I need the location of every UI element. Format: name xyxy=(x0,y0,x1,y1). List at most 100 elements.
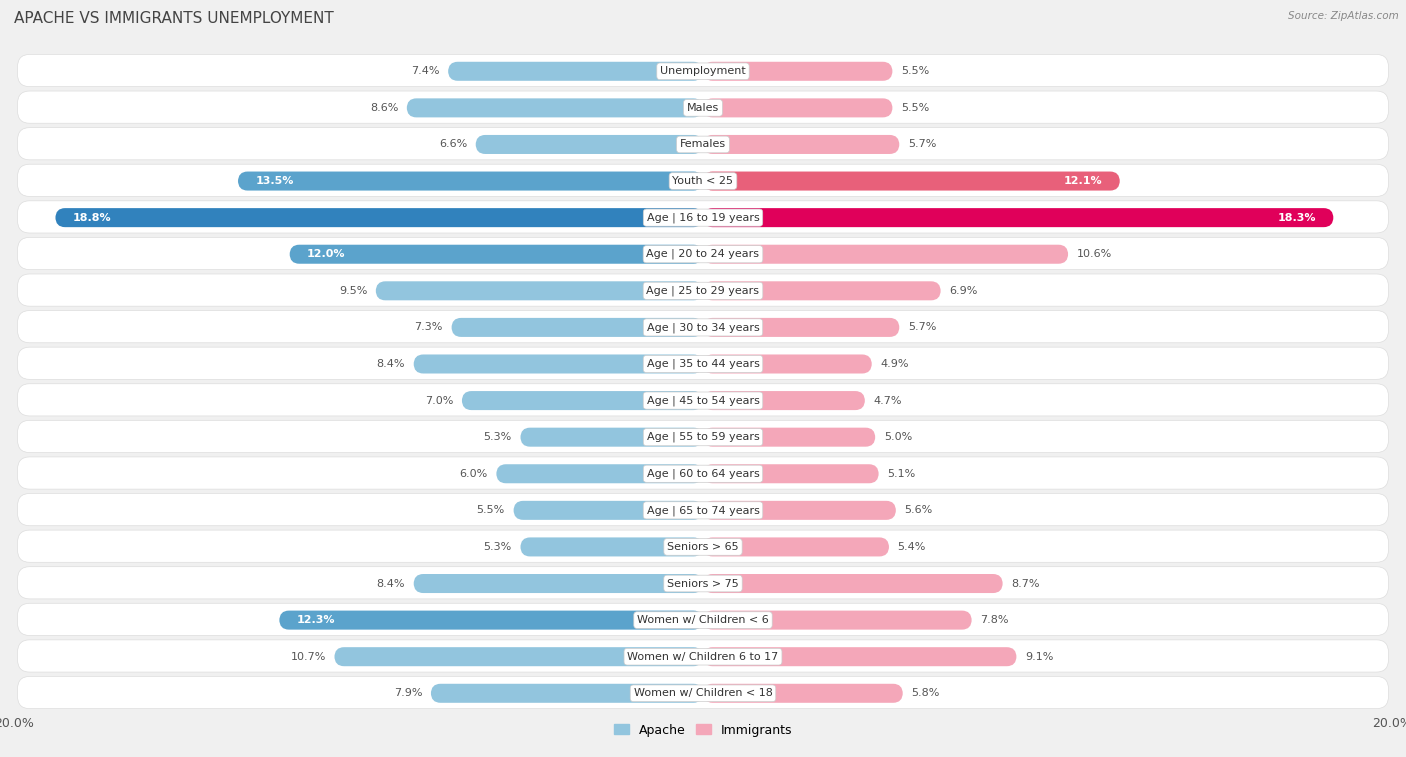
Text: 5.3%: 5.3% xyxy=(484,432,512,442)
FancyBboxPatch shape xyxy=(451,318,703,337)
Text: Age | 35 to 44 years: Age | 35 to 44 years xyxy=(647,359,759,369)
FancyBboxPatch shape xyxy=(17,603,1389,635)
Text: Women w/ Children < 18: Women w/ Children < 18 xyxy=(634,688,772,698)
FancyBboxPatch shape xyxy=(449,62,703,81)
FancyBboxPatch shape xyxy=(17,128,1389,160)
Text: Age | 60 to 64 years: Age | 60 to 64 years xyxy=(647,469,759,479)
Text: 18.3%: 18.3% xyxy=(1278,213,1316,223)
FancyBboxPatch shape xyxy=(703,354,872,373)
FancyBboxPatch shape xyxy=(20,678,1386,707)
Text: 8.4%: 8.4% xyxy=(377,578,405,588)
Text: 4.9%: 4.9% xyxy=(880,359,908,369)
FancyBboxPatch shape xyxy=(703,684,903,702)
Text: 13.5%: 13.5% xyxy=(256,176,294,186)
Text: 18.8%: 18.8% xyxy=(73,213,111,223)
FancyBboxPatch shape xyxy=(703,647,1017,666)
Text: Women w/ Children 6 to 17: Women w/ Children 6 to 17 xyxy=(627,652,779,662)
FancyBboxPatch shape xyxy=(703,282,941,301)
Text: 12.0%: 12.0% xyxy=(307,249,346,259)
FancyBboxPatch shape xyxy=(703,501,896,520)
Text: Age | 55 to 59 years: Age | 55 to 59 years xyxy=(647,432,759,442)
FancyBboxPatch shape xyxy=(413,574,703,593)
Text: 12.3%: 12.3% xyxy=(297,615,335,625)
FancyBboxPatch shape xyxy=(20,55,1386,86)
FancyBboxPatch shape xyxy=(17,238,1389,269)
FancyBboxPatch shape xyxy=(703,208,1333,227)
FancyBboxPatch shape xyxy=(20,275,1386,305)
FancyBboxPatch shape xyxy=(20,165,1386,195)
FancyBboxPatch shape xyxy=(17,55,1389,86)
FancyBboxPatch shape xyxy=(238,172,703,191)
Text: 9.5%: 9.5% xyxy=(339,286,367,296)
Text: 6.9%: 6.9% xyxy=(949,286,977,296)
FancyBboxPatch shape xyxy=(17,640,1389,672)
Text: Women w/ Children < 6: Women w/ Children < 6 xyxy=(637,615,769,625)
Text: 5.0%: 5.0% xyxy=(884,432,912,442)
FancyBboxPatch shape xyxy=(17,274,1389,306)
FancyBboxPatch shape xyxy=(55,208,703,227)
FancyBboxPatch shape xyxy=(20,604,1386,634)
FancyBboxPatch shape xyxy=(703,62,893,81)
FancyBboxPatch shape xyxy=(20,494,1386,525)
Text: 5.5%: 5.5% xyxy=(901,103,929,113)
Text: Seniors > 75: Seniors > 75 xyxy=(666,578,740,588)
Text: APACHE VS IMMIGRANTS UNEMPLOYMENT: APACHE VS IMMIGRANTS UNEMPLOYMENT xyxy=(14,11,333,26)
FancyBboxPatch shape xyxy=(520,537,703,556)
Text: 5.8%: 5.8% xyxy=(911,688,939,698)
Text: 5.1%: 5.1% xyxy=(887,469,915,478)
FancyBboxPatch shape xyxy=(496,464,703,483)
FancyBboxPatch shape xyxy=(335,647,703,666)
Text: Females: Females xyxy=(681,139,725,149)
FancyBboxPatch shape xyxy=(703,318,900,337)
FancyBboxPatch shape xyxy=(703,611,972,630)
FancyBboxPatch shape xyxy=(513,501,703,520)
FancyBboxPatch shape xyxy=(17,164,1389,196)
FancyBboxPatch shape xyxy=(17,91,1389,123)
FancyBboxPatch shape xyxy=(17,530,1389,562)
Text: Age | 30 to 34 years: Age | 30 to 34 years xyxy=(647,322,759,332)
FancyBboxPatch shape xyxy=(20,640,1386,671)
FancyBboxPatch shape xyxy=(703,391,865,410)
Text: 12.1%: 12.1% xyxy=(1064,176,1102,186)
FancyBboxPatch shape xyxy=(20,129,1386,158)
FancyBboxPatch shape xyxy=(20,201,1386,232)
Text: 6.0%: 6.0% xyxy=(460,469,488,478)
Text: Youth < 25: Youth < 25 xyxy=(672,176,734,186)
FancyBboxPatch shape xyxy=(17,457,1389,489)
Text: 5.5%: 5.5% xyxy=(477,506,505,516)
FancyBboxPatch shape xyxy=(703,135,900,154)
FancyBboxPatch shape xyxy=(375,282,703,301)
Text: Males: Males xyxy=(688,103,718,113)
Text: 10.7%: 10.7% xyxy=(291,652,326,662)
FancyBboxPatch shape xyxy=(20,568,1386,597)
Text: 10.6%: 10.6% xyxy=(1077,249,1112,259)
Text: Age | 65 to 74 years: Age | 65 to 74 years xyxy=(647,505,759,516)
Text: Age | 20 to 24 years: Age | 20 to 24 years xyxy=(647,249,759,260)
Text: 5.3%: 5.3% xyxy=(484,542,512,552)
FancyBboxPatch shape xyxy=(20,385,1386,415)
Text: 5.7%: 5.7% xyxy=(908,322,936,332)
Text: Age | 16 to 19 years: Age | 16 to 19 years xyxy=(647,213,759,223)
Text: Source: ZipAtlas.com: Source: ZipAtlas.com xyxy=(1288,11,1399,21)
FancyBboxPatch shape xyxy=(17,310,1389,343)
FancyBboxPatch shape xyxy=(20,458,1386,488)
FancyBboxPatch shape xyxy=(703,464,879,483)
FancyBboxPatch shape xyxy=(475,135,703,154)
FancyBboxPatch shape xyxy=(20,348,1386,378)
Text: 6.6%: 6.6% xyxy=(439,139,467,149)
FancyBboxPatch shape xyxy=(413,354,703,373)
FancyBboxPatch shape xyxy=(20,421,1386,451)
FancyBboxPatch shape xyxy=(17,201,1389,233)
FancyBboxPatch shape xyxy=(280,611,703,630)
FancyBboxPatch shape xyxy=(17,420,1389,453)
FancyBboxPatch shape xyxy=(406,98,703,117)
FancyBboxPatch shape xyxy=(20,92,1386,122)
Text: Seniors > 65: Seniors > 65 xyxy=(668,542,738,552)
FancyBboxPatch shape xyxy=(17,567,1389,599)
Text: 5.6%: 5.6% xyxy=(904,506,932,516)
Text: 7.8%: 7.8% xyxy=(980,615,1008,625)
FancyBboxPatch shape xyxy=(290,245,703,263)
FancyBboxPatch shape xyxy=(17,494,1389,525)
Text: 7.4%: 7.4% xyxy=(411,67,440,76)
Legend: Apache, Immigrants: Apache, Immigrants xyxy=(609,718,797,742)
